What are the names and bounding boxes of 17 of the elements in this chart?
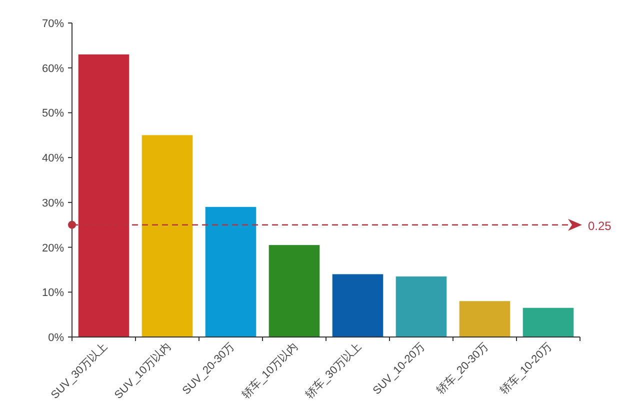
y-tick-label: 10%	[42, 287, 64, 300]
bar	[522, 308, 574, 337]
ref-line-label: 0.25	[588, 218, 612, 233]
y-tick-label: 40%	[42, 152, 64, 165]
bar	[396, 276, 447, 337]
y-tick-label: 20%	[42, 242, 64, 254]
y-tick-label: 0%	[48, 332, 64, 344]
bar	[268, 245, 320, 337]
y-tick-label: 60%	[42, 62, 64, 75]
bar	[78, 54, 130, 337]
bar	[205, 206, 256, 337]
bar	[142, 135, 193, 337]
y-tick-label: 50%	[42, 108, 64, 120]
y-tick-label: 70%	[42, 18, 64, 30]
bar	[459, 301, 510, 337]
bar	[332, 274, 384, 337]
y-tick-label: 30%	[42, 197, 64, 210]
